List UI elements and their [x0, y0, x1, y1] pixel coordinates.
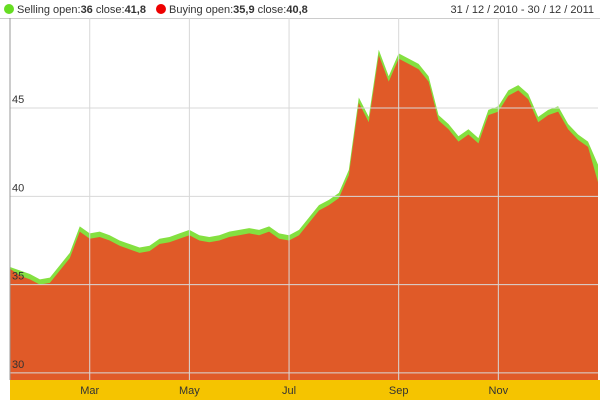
legend-open-value: 35,9: [233, 4, 254, 16]
legend-name: Buying: [169, 4, 203, 16]
y-tick-label: 45: [12, 94, 24, 106]
legend-close-value: 40,8: [286, 4, 307, 16]
legend-open-label: open:: [53, 4, 81, 16]
x-tick-label: Jul: [282, 385, 296, 397]
legend-open-label: open:: [206, 4, 234, 16]
area: [10, 55, 598, 380]
date-range: 31 / 12 / 2010 - 30 / 12 / 2011: [450, 4, 594, 16]
y-tick-label: 40: [12, 182, 24, 194]
x-tick-label: Nov: [489, 385, 509, 397]
y-tick-label: 30: [12, 359, 24, 371]
legend-marker: [4, 4, 14, 14]
y-tick-label: 35: [12, 271, 24, 283]
x-tick-label: Mar: [80, 385, 99, 397]
x-tick-label: May: [179, 385, 200, 397]
legend-close-label: close:: [96, 4, 125, 16]
legend-close-label: close:: [258, 4, 287, 16]
legend-close-value: 41,8: [125, 4, 146, 16]
legend-marker: [155, 4, 166, 14]
legend-open-value: 36: [81, 4, 93, 16]
x-tick-label: Sep: [389, 385, 409, 397]
legend-name: Selling: [17, 4, 50, 16]
x-axis-band: [10, 380, 600, 400]
